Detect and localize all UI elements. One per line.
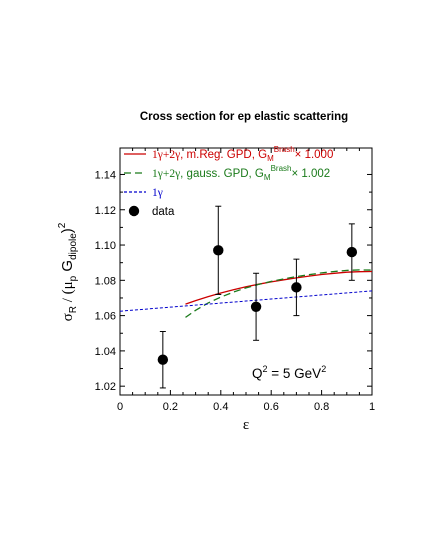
series-line-1 <box>185 269 373 318</box>
data-point <box>157 354 169 365</box>
x-tick-label: 0.8 <box>314 401 329 413</box>
y-tick-label: 1.06 <box>95 311 116 323</box>
q2-annotation: Q2 = 5 GeV2 <box>252 364 326 381</box>
legend-label: 1γ+2γ, m.Reg. GPD, GMBrash× 1.000 <box>152 145 333 163</box>
x-tick-label: 1 <box>369 401 375 413</box>
y-tick-label: 1.02 <box>95 381 116 393</box>
legend-marker <box>128 205 140 217</box>
x-tick-label: 0.6 <box>264 401 279 413</box>
data-point <box>346 246 358 258</box>
series-line-0 <box>185 270 373 305</box>
x-axis: 0 0.2 0.4 0.6 0.8 1 <box>117 148 375 413</box>
x-tick-label: 0.2 <box>163 401 178 413</box>
y-tick-label: 1.04 <box>95 346 116 358</box>
data-point <box>291 282 302 293</box>
y-axis-label: σR / (μp Gdipole)2 <box>57 222 79 321</box>
chart-title: Cross section for ep elastic scattering <box>140 111 348 123</box>
x-tick-label: 0.4 <box>213 401 228 413</box>
data-point <box>250 301 262 312</box>
series-line-2 <box>119 290 373 312</box>
y-tick-label: 1.12 <box>95 205 116 217</box>
legend-label: 1γ+2γ, gauss. GPD, GMBrash× 1.002 <box>152 164 330 182</box>
y-tick-label: 1.10 <box>95 240 116 252</box>
y-axis-label-text: σR / (μp Gdipole)2 <box>57 222 79 321</box>
y-tick-label: 1.08 <box>95 275 116 287</box>
y-tick-label: 1.14 <box>95 169 116 181</box>
legend-label: data <box>152 206 175 218</box>
legend-label: 1γ <box>152 187 163 199</box>
data-point <box>213 245 224 256</box>
legend: 1γ+2γ, m.Reg. GPD, GMBrash× 1.0001γ+2γ, … <box>124 145 333 218</box>
x-axis-label: ε <box>243 417 249 433</box>
series-layer <box>119 205 373 389</box>
y-axis: 1.02 1.04 1.06 1.08 1.10 1.12 1.14 <box>95 169 372 393</box>
x-tick-label: 0 <box>117 401 123 413</box>
